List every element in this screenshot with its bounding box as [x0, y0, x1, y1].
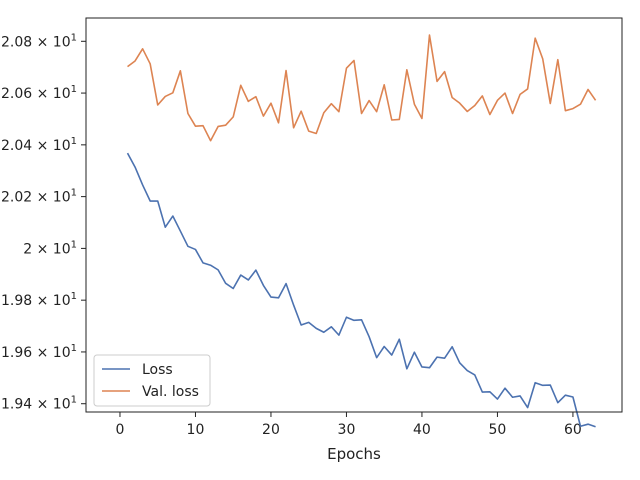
plot-area-frame — [85, 17, 623, 413]
x-tick-label: 10 — [187, 422, 205, 438]
y-tick-label: 1.98 × 101 — [1, 291, 77, 309]
x-tick-label: 0 — [116, 422, 125, 438]
x-tick-label: 40 — [413, 422, 431, 438]
series-line-val-loss — [127, 34, 597, 142]
y-tick-label: 2.02 × 101 — [1, 188, 77, 206]
y-axis-ticks: 1.94 × 101 1.96 × 101 1.98 × 101 2 × 101 2.0… — [1, 32, 86, 413]
series-line-loss — [126, 152, 596, 428]
y-tick-label: 2.08 × 101 — [1, 32, 77, 50]
x-tick-label: 60 — [564, 422, 582, 438]
series-lines — [126, 34, 597, 428]
x-tick-label: 20 — [262, 422, 280, 438]
y-tick-label: 2.06 × 101 — [1, 84, 77, 102]
legend-box — [93, 354, 211, 407]
legend-label: Loss — [142, 362, 173, 378]
x-axis-label: Epochs — [327, 445, 381, 463]
x-axis-ticks: 0 10 20 30 40 50 60 — [116, 412, 582, 438]
y-tick-label: 2 × 101 — [23, 239, 77, 257]
legend: Loss Val. loss — [93, 354, 211, 407]
y-tick-label: 1.94 × 101 — [1, 395, 77, 413]
y-tick-label: 2.04 × 101 — [1, 136, 77, 154]
y-tick-label: 1.96 × 101 — [1, 343, 77, 361]
legend-label: Val. loss — [142, 384, 199, 400]
x-tick-label: 50 — [489, 422, 507, 438]
x-tick-label: 30 — [338, 422, 356, 438]
